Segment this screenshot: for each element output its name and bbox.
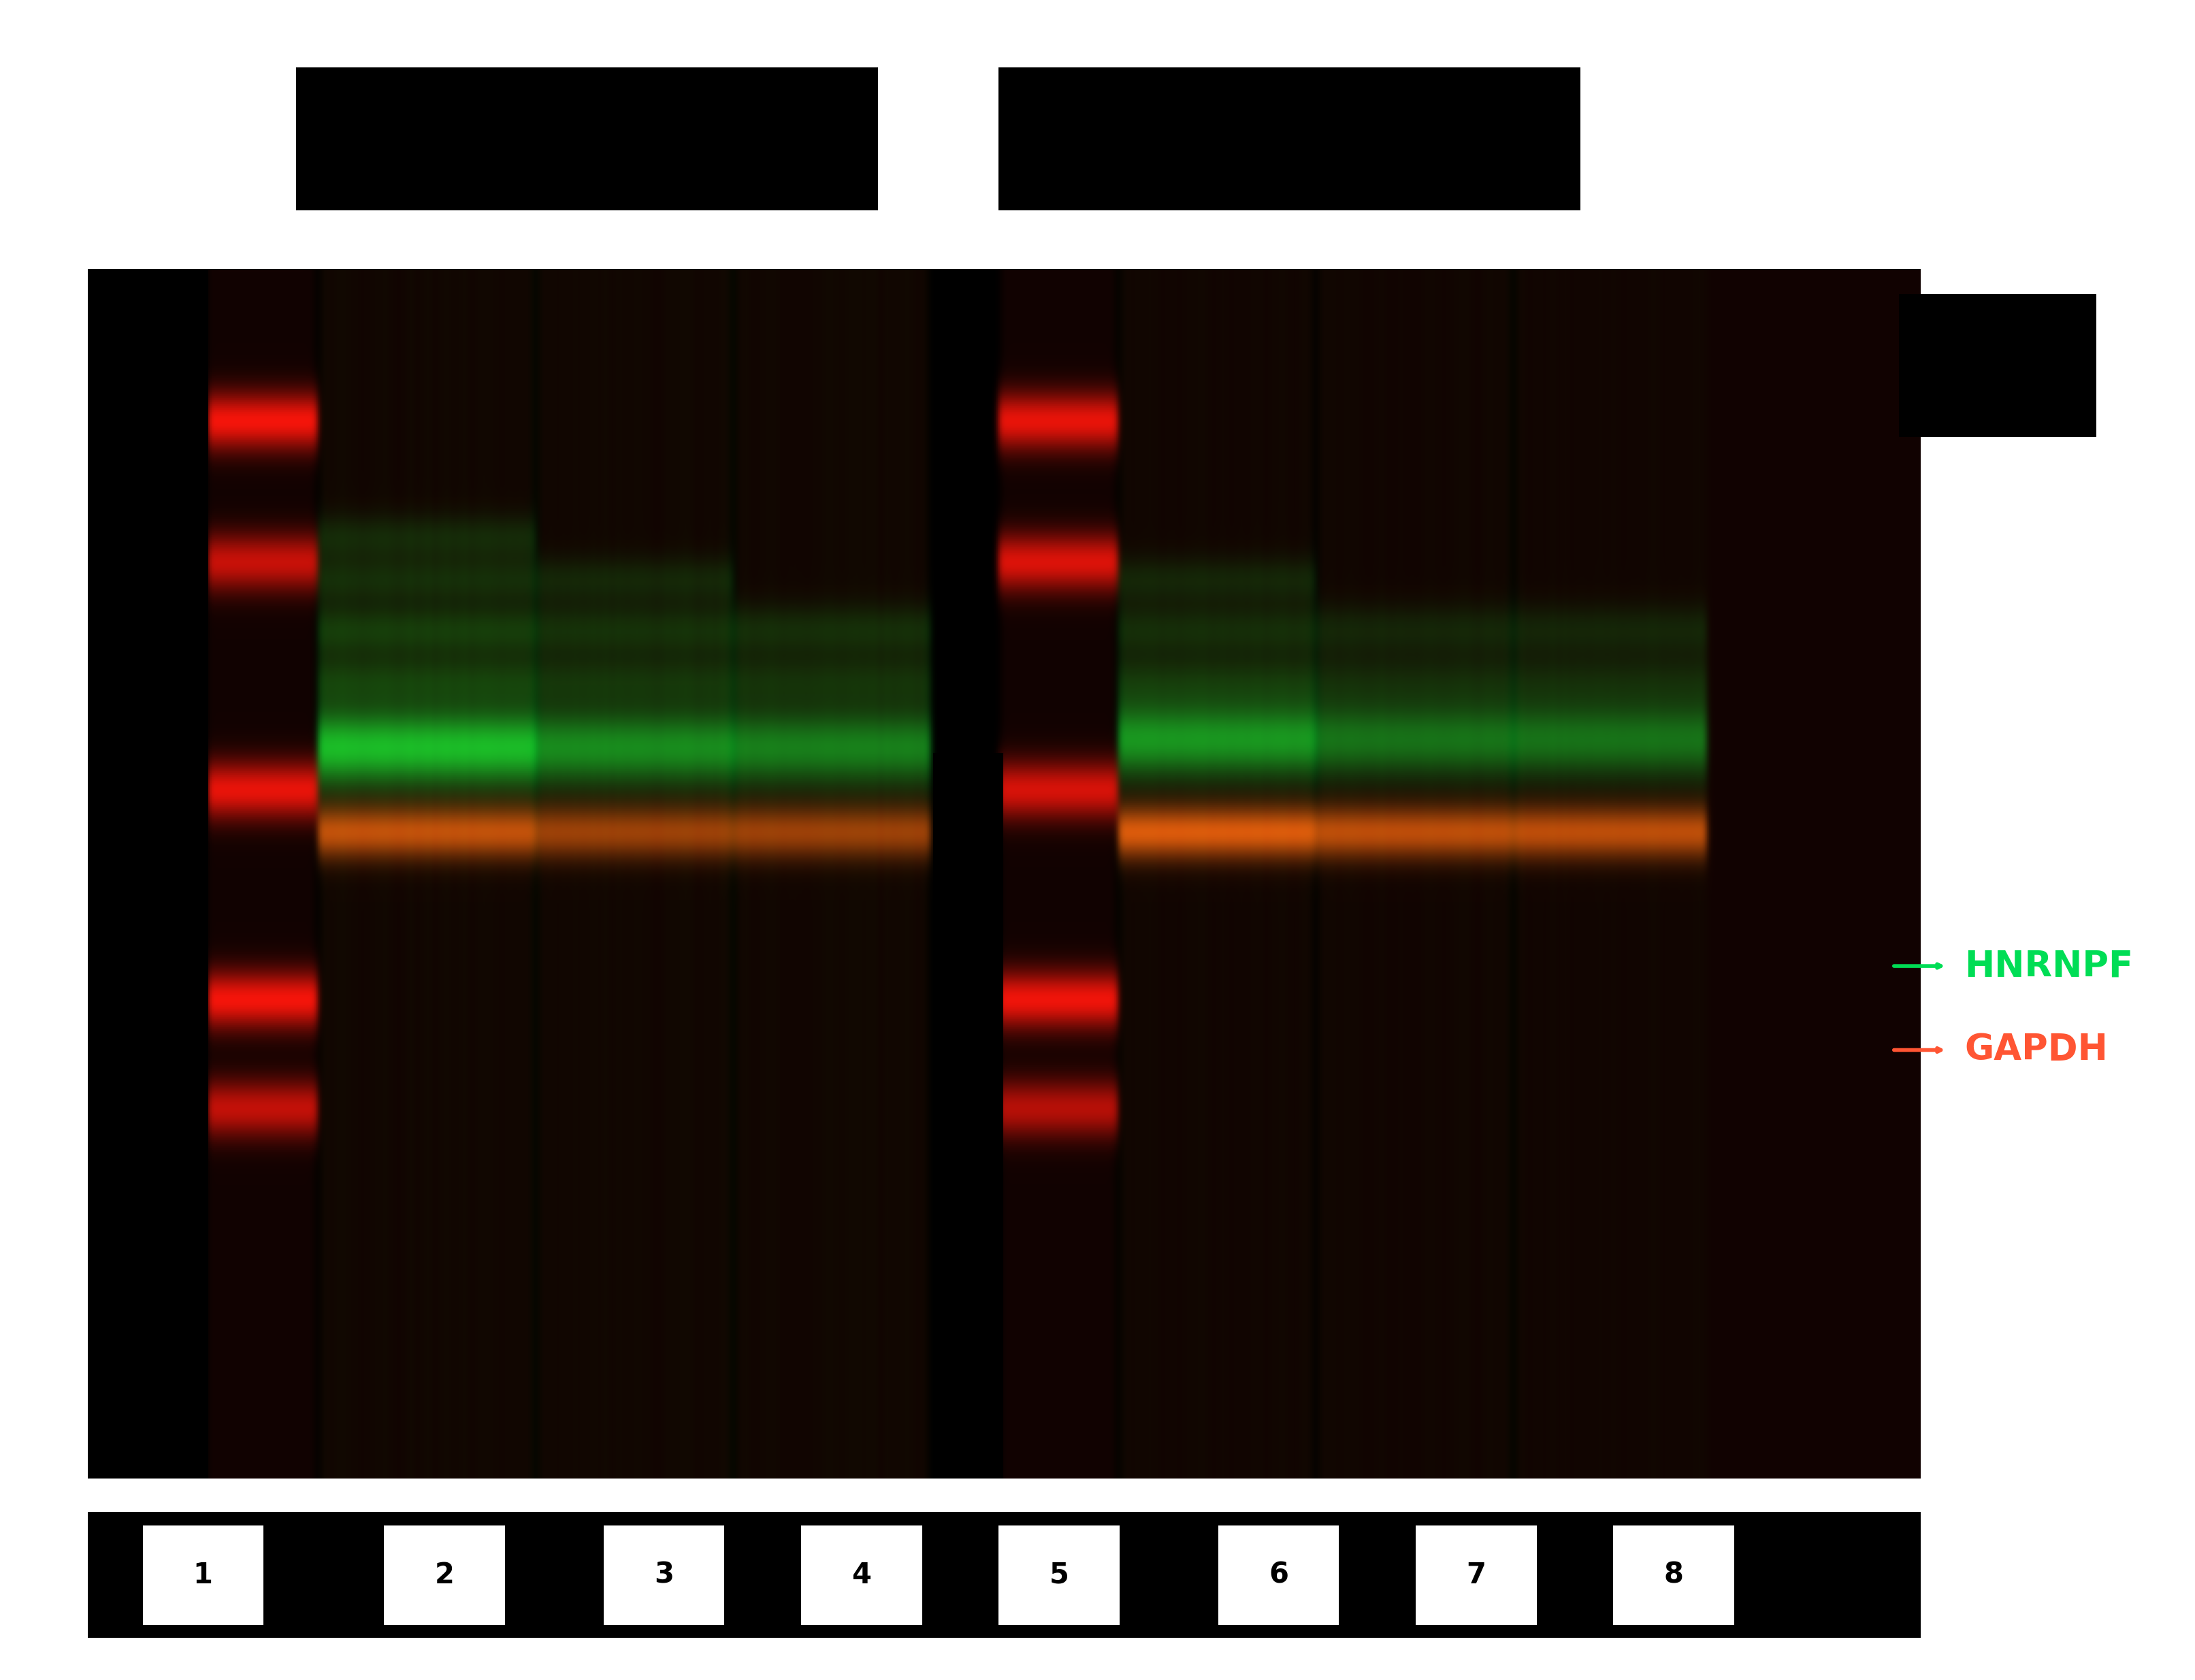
Bar	[1899, 294, 2096, 437]
Text: 6: 6	[1269, 1561, 1288, 1589]
Text: GAPDH: GAPDH	[1965, 1032, 2107, 1068]
Text: 5: 5	[1049, 1561, 1069, 1589]
Bar	[1613, 1525, 1734, 1625]
Text: 8: 8	[1664, 1561, 1684, 1589]
Bar	[1218, 1525, 1339, 1625]
Bar	[143, 1525, 263, 1625]
Bar	[999, 1525, 1119, 1625]
Text: 1: 1	[193, 1561, 213, 1589]
Bar	[801, 1525, 922, 1625]
Bar	[1416, 1525, 1536, 1625]
Text: 7: 7	[1466, 1561, 1486, 1589]
Bar	[296, 67, 878, 210]
Text: HNRNPF: HNRNPF	[1965, 948, 2134, 984]
Bar	[88, 1512, 1921, 1638]
Text: 4: 4	[852, 1561, 871, 1589]
Bar	[604, 1525, 724, 1625]
Bar	[999, 67, 1580, 210]
Bar	[933, 753, 1003, 1478]
Bar	[384, 1525, 505, 1625]
Text: 2: 2	[435, 1561, 454, 1589]
Text: 3: 3	[654, 1561, 674, 1589]
Bar	[88, 269, 209, 1478]
